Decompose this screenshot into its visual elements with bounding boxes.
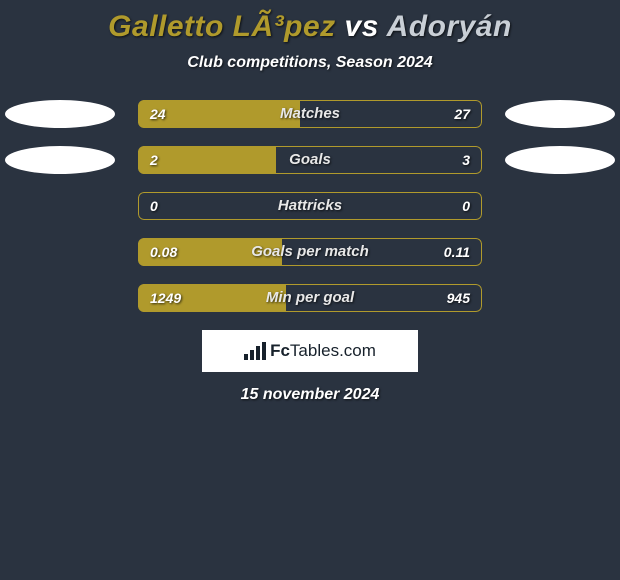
stat-rows: 2427Matches 23Goals 00Hattricks 0.080.11Goa… — [0, 100, 620, 312]
date-label: 15 november 2024 — [0, 386, 620, 404]
comparison-widget: Galletto LÃ³pez vs Adoryán Club competit… — [0, 0, 620, 580]
logo-text: FcTables.com — [270, 341, 376, 361]
player1-oval — [5, 100, 115, 128]
title-vs: vs — [336, 10, 387, 43]
fctables-logo[interactable]: FcTables.com — [202, 330, 418, 372]
category-label: Matches — [138, 100, 482, 128]
stat-bar: 1249945Min per goal — [138, 284, 482, 312]
stat-row: 00Hattricks — [0, 192, 620, 220]
category-label: Hattricks — [138, 192, 482, 220]
category-label: Min per goal — [138, 284, 482, 312]
title-player1: Galletto LÃ³pez — [108, 10, 336, 43]
category-label: Goals per match — [138, 238, 482, 266]
player1-oval — [5, 146, 115, 174]
stat-bar: 00Hattricks — [138, 192, 482, 220]
player2-oval — [505, 100, 615, 128]
player2-oval — [505, 146, 615, 174]
stat-bar: 2427Matches — [138, 100, 482, 128]
logo-part-2: Tables — [290, 341, 339, 360]
stat-row: 1249945Min per goal — [0, 284, 620, 312]
subtitle: Club competitions, Season 2024 — [0, 54, 620, 72]
bars-icon — [244, 342, 266, 360]
logo-part-3: .com — [339, 341, 376, 360]
logo-part-1: Fc — [270, 341, 290, 360]
stat-row: 0.080.11Goals per match — [0, 238, 620, 266]
stat-row: 2427Matches — [0, 100, 620, 128]
page-title: Galletto LÃ³pez vs Adoryán — [0, 10, 620, 44]
category-label: Goals — [138, 146, 482, 174]
title-player2: Adoryán — [387, 10, 512, 43]
stat-bar: 0.080.11Goals per match — [138, 238, 482, 266]
stat-bar: 23Goals — [138, 146, 482, 174]
stat-row: 23Goals — [0, 146, 620, 174]
